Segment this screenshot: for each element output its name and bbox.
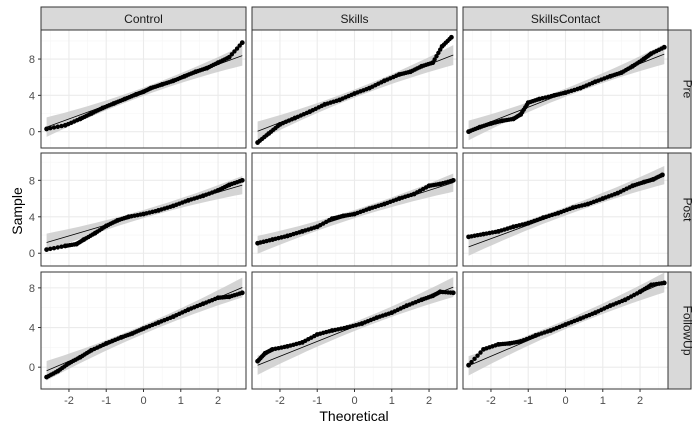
data-point xyxy=(432,57,437,62)
data-point xyxy=(55,245,60,250)
panel-pre-skillscontact xyxy=(462,29,669,149)
data-point xyxy=(466,362,471,368)
data-point xyxy=(434,53,439,59)
panels-layer xyxy=(40,29,669,390)
panel-pre-control xyxy=(40,29,247,149)
data-point xyxy=(660,172,665,178)
data-point xyxy=(44,247,49,252)
row-strip-post xyxy=(667,152,692,267)
x-tick-label: 1 xyxy=(178,395,184,407)
data-point xyxy=(59,244,64,249)
y-tick-label: 4 xyxy=(29,212,35,224)
data-point xyxy=(239,40,245,46)
panel-post-control xyxy=(40,152,247,267)
data-point xyxy=(475,353,480,358)
data-point xyxy=(450,177,456,183)
data-point xyxy=(239,177,245,183)
row-label-followup: FollowUp xyxy=(681,305,695,355)
row-label-pre: Pre xyxy=(681,80,695,99)
data-point xyxy=(48,246,53,252)
x-tick-label: 0 xyxy=(351,395,357,407)
data-point xyxy=(229,52,235,57)
x-tick-label: -2 xyxy=(275,395,285,407)
column-label-skills: Skills xyxy=(340,12,368,26)
data-point xyxy=(469,359,474,365)
data-point xyxy=(51,245,57,251)
x-tick-label: 2 xyxy=(215,395,221,407)
strips-layer: Control Skills SkillsContact Pre Post FollowU… xyxy=(40,6,695,390)
data-point xyxy=(661,280,667,286)
panel-border xyxy=(251,152,458,267)
x-tick-label: 1 xyxy=(389,395,395,407)
row-strip-followup xyxy=(667,271,692,390)
data-point xyxy=(450,290,456,296)
column-strip-skillscontact xyxy=(462,6,669,31)
panel-followup-skills xyxy=(251,271,458,390)
data-point xyxy=(449,34,454,40)
y-tick-label: 0 xyxy=(29,127,35,139)
column-strip-skills xyxy=(251,6,458,31)
x-tick-label: 2 xyxy=(637,395,643,407)
y-axis-title: Sample xyxy=(9,187,25,235)
data-point xyxy=(234,46,240,51)
y-tick-label: 4 xyxy=(29,323,35,335)
y-tick-label: 8 xyxy=(29,283,35,295)
y-tick-label: 0 xyxy=(29,248,35,260)
data-point xyxy=(472,356,477,362)
x-tick-label: -2 xyxy=(64,395,74,407)
x-axis-title: Theoretical xyxy=(319,408,388,424)
panel-followup-control xyxy=(40,271,247,390)
ticks-layer: 0 4 8 0 4 8 0 4 8 -2 -1 0 1 2 -2 -1 0 1 2 -2 -1 0 1 2 xyxy=(29,54,643,407)
data-point xyxy=(44,126,49,132)
data-point xyxy=(661,44,667,50)
x-tick-label: -1 xyxy=(312,395,322,407)
column-label-skillscontact: SkillsContact xyxy=(531,12,601,26)
data-point xyxy=(48,126,53,131)
data-point xyxy=(478,350,483,355)
x-tick-label: -1 xyxy=(523,395,533,407)
x-tick-label: -1 xyxy=(101,395,111,407)
data-point xyxy=(239,290,245,296)
data-point xyxy=(59,123,64,129)
x-tick-label: -2 xyxy=(486,395,496,407)
y-tick-label: 8 xyxy=(29,54,35,66)
panel-pre-skills xyxy=(251,29,458,149)
y-tick-label: 0 xyxy=(29,362,35,374)
panel-border xyxy=(40,152,247,267)
data-point xyxy=(55,124,60,129)
x-tick-label: 0 xyxy=(562,395,568,407)
y-tick-label: 4 xyxy=(29,90,35,102)
column-strip-control xyxy=(40,6,247,31)
x-tick-label: 2 xyxy=(426,395,432,407)
row-label-post: Post xyxy=(681,197,695,222)
panel-followup-skillscontact xyxy=(462,271,669,390)
row-strip-pre xyxy=(667,29,692,149)
panel-post-skillscontact xyxy=(462,152,669,267)
data-point xyxy=(51,125,57,130)
y-tick-label: 8 xyxy=(29,175,35,187)
data-point xyxy=(232,49,237,54)
data-point xyxy=(226,54,232,60)
x-tick-label: 0 xyxy=(140,395,146,407)
panel-post-skills xyxy=(251,152,458,267)
x-tick-label: 1 xyxy=(600,395,606,407)
data-point xyxy=(436,50,441,56)
column-label-control: Control xyxy=(124,12,163,26)
